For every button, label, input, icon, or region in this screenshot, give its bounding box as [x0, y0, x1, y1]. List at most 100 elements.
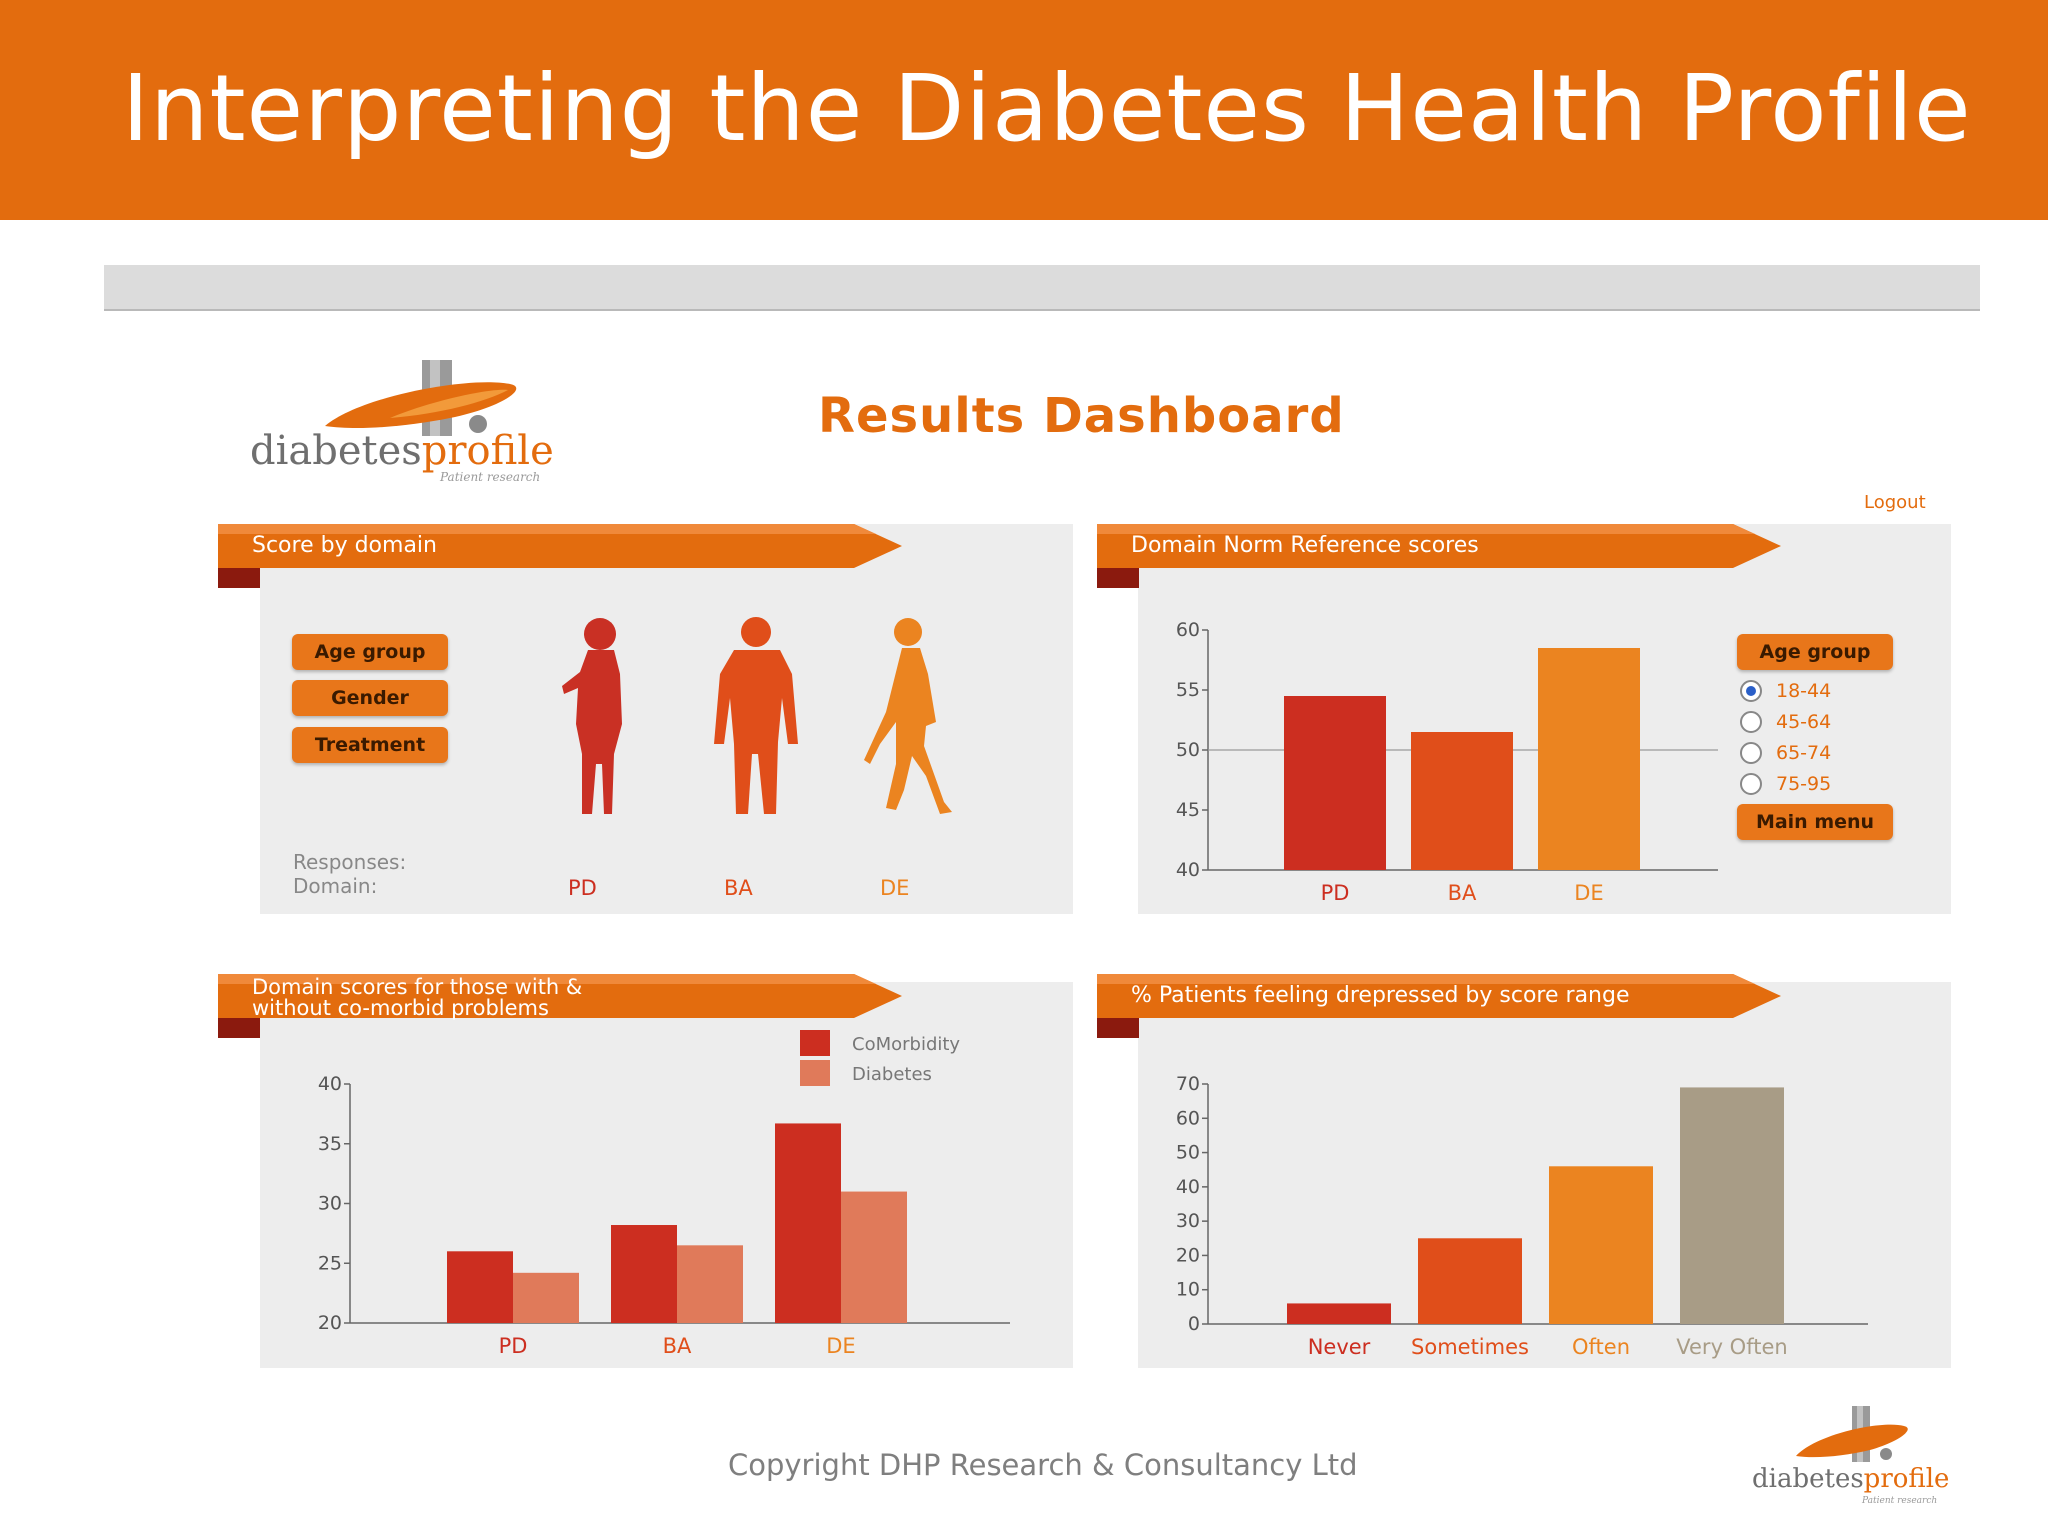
y-tick-label: 10: [1176, 1279, 1200, 1301]
x-category-label: Often: [1572, 1335, 1630, 1359]
bar-de: [841, 1191, 907, 1323]
main-menu-button[interactable]: Main menu: [1737, 804, 1893, 840]
age-option-label: 18-44: [1776, 680, 1832, 702]
y-tick-label: 20: [318, 1312, 342, 1334]
comorbid-chart: 20 25 30 35 40 PD BA DE CoMorbidity Diabetes: [318, 1030, 1010, 1358]
age-option-75-95[interactable]: 75-95: [1740, 773, 1831, 795]
x-category-label: Very Often: [1676, 1335, 1787, 1359]
logo-word-profile: profile: [421, 428, 554, 474]
age-option-45-64[interactable]: 45-64: [1740, 711, 1831, 733]
logo-emblem-icon: [325, 360, 517, 436]
bar-pd: [513, 1272, 579, 1323]
age-option-label: 75-95: [1776, 773, 1832, 795]
gender-button[interactable]: Gender: [292, 680, 448, 716]
depressed-chart: 0 10 20 30 40 50 60 70 Never Sometimes Often Very O…: [1176, 1073, 1868, 1359]
treatment-button[interactable]: Treatment: [292, 727, 448, 763]
domain-ba-label: BA: [724, 876, 753, 900]
bar-sometimes: [1418, 1238, 1522, 1324]
x-category-label: Sometimes: [1411, 1335, 1529, 1359]
y-tick-label: 60: [1176, 1107, 1200, 1129]
score-by-domain-panel: [260, 524, 1073, 914]
y-tick-label: 35: [318, 1133, 342, 1155]
age-option-18-44[interactable]: 18-44: [1740, 680, 1831, 702]
comorbid-header-line1: Domain scores for those with &: [252, 975, 583, 999]
y-tick-label: 30: [1176, 1210, 1200, 1232]
bar-often: [1549, 1166, 1653, 1324]
man-silhouette-icon: [714, 617, 798, 814]
depressed-header: % Patients feeling drepressed by score r…: [1131, 983, 1630, 1008]
diabetesprofile-logo: diabetesprofile Patient research: [250, 356, 580, 486]
logo-word-profile: profile: [1863, 1464, 1950, 1494]
browser-toolbar-strip: [104, 265, 1980, 311]
y-tick-label: 25: [318, 1252, 342, 1274]
age-group-button[interactable]: Age group: [292, 634, 448, 670]
y-tick-label: 60: [1176, 619, 1200, 641]
logo-tagline: Patient research: [1862, 1496, 1938, 1506]
y-tick-label: 40: [318, 1073, 342, 1095]
logo-word-diabetes: diabetes: [1752, 1464, 1864, 1494]
woman-silhouette-icon: [562, 618, 622, 814]
x-category-label: PD: [499, 1334, 528, 1358]
radio-45-64[interactable]: [1740, 711, 1762, 733]
depressed-ribbon: % Patients feeling drepressed by score r…: [1093, 966, 1783, 1038]
age-option-65-74[interactable]: 65-74: [1740, 742, 1831, 764]
comorbid-ribbon: Domain scores for those with & without c…: [214, 966, 904, 1038]
legend-label: CoMorbidity: [852, 1034, 960, 1055]
bar-ba: [1411, 732, 1513, 870]
y-tick-label: 0: [1188, 1313, 1200, 1335]
norm-reference-header: Domain Norm Reference scores: [1131, 533, 1479, 558]
logo-emblem-icon: [1796, 1406, 1908, 1462]
depressed-panel: [1138, 982, 1951, 1368]
comorbid-header-line2: without co-morbid problems: [252, 996, 549, 1020]
radio-18-44[interactable]: [1740, 680, 1762, 702]
domain-de-label: DE: [880, 876, 910, 900]
slide-title: Interpreting the Diabetes Health Profile: [122, 55, 1972, 162]
radio-75-95[interactable]: [1740, 773, 1762, 795]
logo-tagline: Patient research: [440, 470, 541, 484]
bar-never: [1287, 1303, 1391, 1324]
score-by-domain-ribbon: Score by domain: [214, 516, 904, 588]
bar-ba: [611, 1225, 677, 1323]
y-tick-label: 50: [1176, 739, 1200, 761]
domain-pd-label: PD: [568, 876, 597, 900]
y-tick-label: 20: [1176, 1244, 1200, 1266]
age-option-label: 65-74: [1776, 742, 1832, 764]
y-tick-label: 45: [1176, 799, 1200, 821]
bar-de: [775, 1123, 841, 1323]
radio-65-74[interactable]: [1740, 742, 1762, 764]
bar-pd: [1284, 696, 1386, 870]
norm-reference-chart: 40 45 50 55 60 PD BA DE: [1176, 619, 1718, 905]
logo-word-diabetes: diabetes: [250, 428, 422, 474]
norm-reference-ribbon: Domain Norm Reference scores: [1093, 516, 1783, 588]
x-category-label: DE: [826, 1334, 855, 1358]
legend-label: Diabetes: [852, 1064, 932, 1085]
y-tick-label: 40: [1176, 1176, 1200, 1198]
bar-de: [1538, 648, 1640, 870]
x-category-label: BA: [663, 1334, 692, 1358]
legend-swatch: [800, 1030, 830, 1056]
x-category-label: Never: [1308, 1335, 1371, 1359]
y-tick-label: 40: [1176, 859, 1200, 881]
bar-very-often: [1680, 1087, 1784, 1324]
y-tick-label: 55: [1176, 679, 1200, 701]
y-tick-label: 50: [1176, 1142, 1200, 1164]
logout-link[interactable]: Logout: [1864, 492, 1926, 513]
diabetesprofile-logo-small: diabetesprofile Patient research: [1752, 1404, 1949, 1516]
score-by-domain-header: Score by domain: [252, 533, 437, 558]
y-tick-label: 30: [318, 1193, 342, 1215]
norm-age-group-button[interactable]: Age group: [1737, 634, 1893, 670]
walking-woman-silhouette-icon: [864, 618, 952, 814]
domain-label: Domain:: [293, 874, 378, 898]
copyright-text: Copyright DHP Research & Consultancy Ltd: [728, 1448, 1358, 1482]
bar-ba: [677, 1245, 743, 1323]
dashboard-title: Results Dashboard: [818, 388, 1345, 444]
x-category-label: PD: [1321, 881, 1350, 905]
x-category-label: DE: [1574, 881, 1603, 905]
age-option-label: 45-64: [1776, 711, 1832, 733]
slide-title-bar: Interpreting the Diabetes Health Profile: [0, 0, 2048, 220]
responses-label: Responses:: [293, 850, 407, 874]
bar-pd: [447, 1251, 513, 1323]
x-category-label: BA: [1448, 881, 1477, 905]
legend-swatch: [800, 1060, 830, 1086]
y-tick-label: 70: [1176, 1073, 1200, 1095]
